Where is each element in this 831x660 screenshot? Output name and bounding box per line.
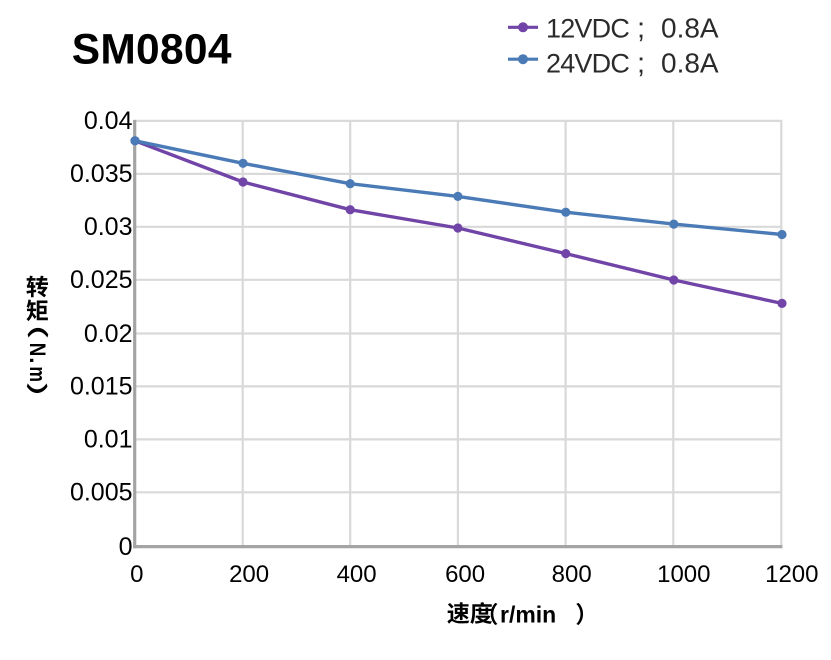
svg-text:0.8A: 0.8A (661, 48, 719, 79)
svg-text:0: 0 (130, 561, 143, 588)
svg-text:0.04: 0.04 (84, 107, 133, 135)
svg-text:24VDC: 24VDC (546, 49, 629, 79)
svg-text:0.005: 0.005 (70, 479, 133, 507)
svg-text:0.03: 0.03 (84, 213, 133, 241)
svg-text:r/min: r/min (500, 602, 556, 628)
svg-text:0.015: 0.015 (70, 373, 133, 401)
svg-text:1000: 1000 (657, 561, 710, 588)
svg-text:SM0804: SM0804 (72, 27, 232, 74)
svg-text:0.025: 0.025 (70, 266, 133, 294)
svg-text:0.8A: 0.8A (661, 13, 719, 44)
svg-text:;: ; (637, 48, 645, 80)
svg-text:600: 600 (445, 561, 485, 588)
svg-text:0.035: 0.035 (70, 160, 133, 188)
svg-text:N: N (25, 343, 50, 357)
svg-text:m: m (25, 366, 50, 382)
svg-text:.: . (25, 357, 50, 363)
svg-text:400: 400 (337, 561, 377, 588)
svg-text:12VDC: 12VDC (546, 14, 629, 44)
svg-text:200: 200 (229, 561, 269, 588)
svg-text:0: 0 (119, 533, 133, 561)
svg-text:1200: 1200 (765, 561, 818, 588)
svg-text:0.02: 0.02 (84, 320, 133, 348)
svg-text:0.01: 0.01 (84, 426, 133, 454)
svg-text:800: 800 (552, 561, 592, 588)
svg-text:;: ; (637, 13, 645, 45)
